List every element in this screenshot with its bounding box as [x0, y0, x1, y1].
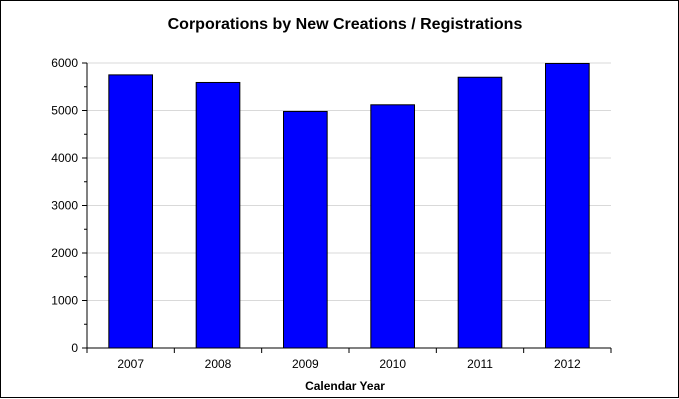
x-axis-title: Calendar Year: [305, 379, 385, 393]
x-tick-label: 2010: [379, 357, 406, 371]
y-tick-label: 1000: [51, 294, 78, 308]
bar-2009: [283, 110, 328, 349]
y-tick-label: 0: [71, 341, 78, 355]
bar-2012: [545, 62, 590, 349]
chart-title: Corporations by New Creations / Registra…: [168, 16, 523, 33]
x-tick-label: 2012: [554, 357, 581, 371]
y-tick-label: 5000: [51, 104, 78, 118]
x-tick-label: 2011: [467, 357, 493, 371]
y-tick-label: 6000: [51, 56, 78, 70]
bar-2007: [108, 74, 154, 349]
x-tick-label: 2008: [205, 357, 232, 371]
y-axis: 0 1000 2000 3000 4000 5000 6000: [51, 56, 88, 355]
y-tick-label: 4000: [51, 151, 78, 165]
bar-2011: [457, 76, 503, 349]
y-tick-label: 2000: [51, 246, 78, 260]
x-tick-label: 2009: [292, 357, 319, 371]
bar-2010: [370, 104, 416, 349]
x-axis: 2007 2008 2009 2010 2011 2012: [86, 347, 612, 371]
x-tick-label: 2007: [117, 357, 144, 371]
grid-lines: [87, 62, 611, 301]
bar-2008: [195, 81, 241, 349]
y-tick-label: 3000: [51, 199, 78, 213]
bars: [108, 62, 590, 349]
